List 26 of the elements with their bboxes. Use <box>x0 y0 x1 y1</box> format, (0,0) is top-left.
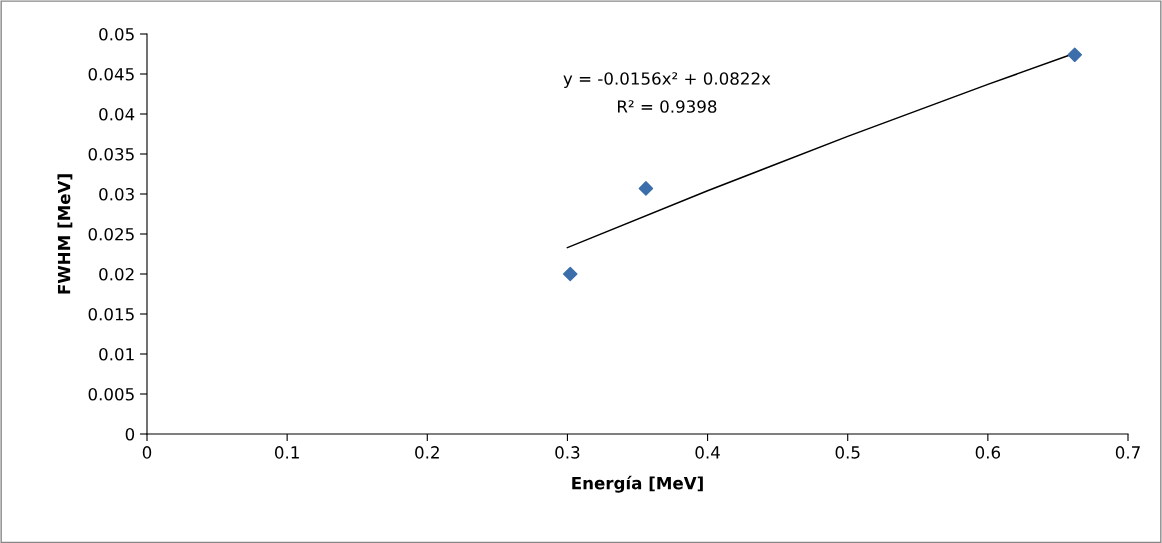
y-tick-label: 0.04 <box>99 107 135 121</box>
x-axis-title: Energía [MeV] <box>572 475 703 493</box>
x-tick-label: 0.6 <box>975 446 1001 459</box>
annotation: y = -0.0156x² + 0.0822x <box>563 72 771 89</box>
x-tick-label: 0 <box>142 446 152 459</box>
point <box>638 181 654 196</box>
x-tick-label: 0.2 <box>415 446 439 459</box>
y-tick-label: 0.03 <box>99 187 134 201</box>
y-tick-label: 0 <box>125 427 135 441</box>
y-tick-label: 0.05 <box>99 27 134 41</box>
x-tick-label: 0.5 <box>835 446 860 459</box>
y-tick-label: 0.01 <box>99 347 134 361</box>
y-tick-label: 0.025 <box>88 227 134 241</box>
y-tick-label: 0.045 <box>88 67 134 81</box>
annotation: R² = 0.9398 <box>618 100 717 113</box>
x-tick-label: 0.7 <box>1115 446 1140 459</box>
x-tick-label: 0.1 <box>274 446 299 459</box>
y-tick-label: 0.005 <box>88 387 134 401</box>
y-tick-label: 0.035 <box>88 147 134 161</box>
y-tick-label: 0.015 <box>88 307 134 321</box>
point <box>562 266 578 282</box>
y-tick-label: 0.02 <box>99 267 134 281</box>
x-tick-label: 0.3 <box>555 446 580 459</box>
point <box>1067 47 1083 63</box>
x-tick-label: 0.4 <box>695 446 720 459</box>
y-axis-title: FWHM [MeV] <box>57 174 73 294</box>
